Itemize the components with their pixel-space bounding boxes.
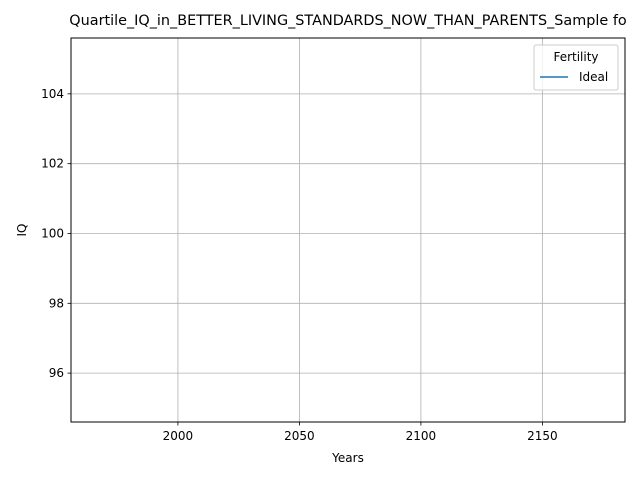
legend-box	[533, 44, 619, 91]
y-axis-label: IQ	[15, 224, 29, 237]
y-tick-label: 102	[41, 157, 64, 171]
y-axis-ticks: 96 98 100 102 104	[41, 87, 71, 380]
x-axis-label: Years	[331, 451, 364, 465]
plot-area-frame	[70, 37, 626, 423]
chart-title: Quartile_IQ_in_BETTER_LIVING_STANDARDS_N…	[69, 13, 627, 29]
legend-label: Ideal	[579, 70, 608, 84]
y-tick-label: 104	[41, 87, 64, 101]
x-tick-label: 2050	[284, 429, 315, 443]
y-tick-label: 100	[41, 226, 64, 240]
x-tick-label: 2100	[406, 429, 437, 443]
y-tick-label: 98	[49, 296, 64, 310]
x-tick-label: 2000	[163, 429, 194, 443]
x-axis-ticks: 2000 2050 2100 2150	[163, 422, 558, 443]
legend: Fertility Ideal	[533, 44, 619, 91]
legend-entries: Ideal	[540, 70, 608, 84]
grid-lines	[71, 38, 625, 422]
legend-title: Fertility	[553, 50, 598, 64]
x-tick-label: 2150	[527, 429, 558, 443]
y-tick-label: 96	[49, 366, 64, 380]
